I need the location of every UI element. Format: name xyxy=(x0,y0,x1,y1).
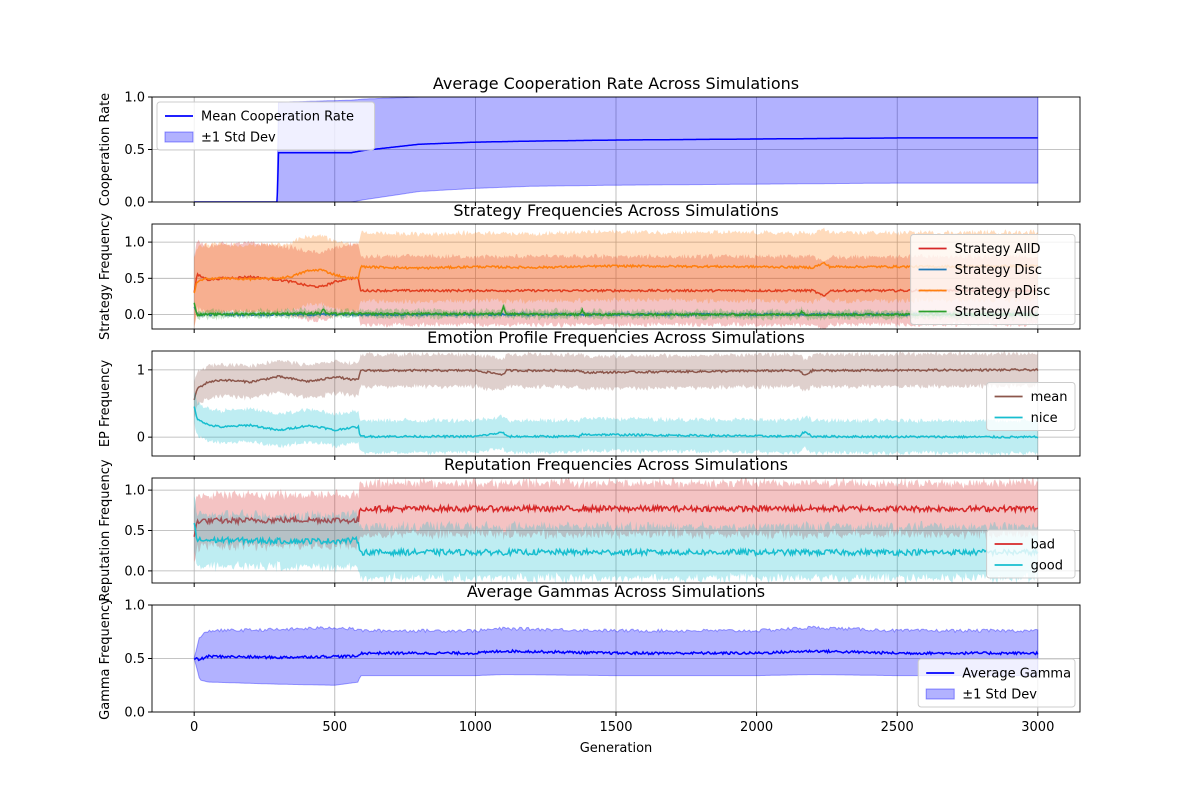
panel-0: 0.0 0.5 1.0 Average Cooperation Rate Across… xyxy=(98,74,1081,211)
series-line xyxy=(193,406,1039,440)
y-axis-label: Gamma Frequency xyxy=(98,597,113,720)
legend-label: ±1 Std Dev xyxy=(962,688,1037,703)
y-tick-label: 1.0 xyxy=(124,599,145,614)
plot-area xyxy=(194,97,1039,202)
x-tick-label: 1500 xyxy=(599,720,632,735)
y-tick-label: 0 xyxy=(137,431,145,446)
series-line xyxy=(193,503,1039,537)
y-tick-label: 0.0 xyxy=(124,706,145,721)
legend: Average Gamma ±1 Std Dev xyxy=(917,658,1076,708)
panel-4: 0.0 0.5 1.0 0 500 1000 1500 2000 2500 3000 Average… xyxy=(98,582,1081,735)
x-tick-label: 2500 xyxy=(881,720,914,735)
panel-title: Reputation Frequencies Across Simulation… xyxy=(444,455,788,474)
std-band xyxy=(194,306,1038,320)
panel-title: Average Cooperation Rate Across Simulati… xyxy=(433,74,799,93)
legend-box xyxy=(986,382,1076,431)
legend-box xyxy=(156,101,376,151)
legend-label: nice xyxy=(1031,411,1058,426)
legend-label: Mean Cooperation Rate xyxy=(201,110,354,125)
x-tick-label: 0 xyxy=(190,720,198,735)
std-band xyxy=(194,227,1038,329)
legend-box xyxy=(917,658,1076,708)
y-tick-label: 0.5 xyxy=(124,272,145,287)
y-axis-label: Strategy Frequency xyxy=(98,213,113,340)
series-line xyxy=(194,137,1038,202)
legend: mean nice xyxy=(986,382,1076,431)
plot-area xyxy=(193,227,1039,329)
y-tick-label: 0.0 xyxy=(124,564,145,579)
panel-title: Emotion Profile Frequencies Across Simul… xyxy=(427,328,805,347)
y-axis-label: EP Frequency xyxy=(98,360,113,448)
std-band xyxy=(194,239,1038,329)
legend: Mean Cooperation Rate ±1 Std Dev xyxy=(156,101,376,151)
y-axis-label: Cooperation Rate xyxy=(98,93,113,206)
legend-box xyxy=(910,234,1076,325)
std-band xyxy=(194,495,1038,583)
legend-label: bad xyxy=(1031,538,1055,553)
legend-label: Average Gamma xyxy=(962,667,1071,682)
std-band xyxy=(194,351,1038,419)
legend-label: good xyxy=(1031,559,1063,574)
legend-swatch xyxy=(164,131,194,143)
x-axis-label: Generation xyxy=(580,741,653,756)
y-axis-label: Reputation Frequency xyxy=(98,459,113,602)
series-line xyxy=(193,261,1038,294)
legend-label: Strategy pDisc xyxy=(955,284,1051,299)
series-line xyxy=(193,302,1039,318)
std-band xyxy=(194,97,1039,202)
plot-area xyxy=(193,478,1039,583)
y-tick-label: 1.0 xyxy=(124,91,145,106)
series-line xyxy=(194,648,1039,662)
std-band xyxy=(194,392,1038,456)
legend-label: mean xyxy=(1031,390,1068,405)
series-line xyxy=(193,367,1039,401)
legend-box xyxy=(986,529,1076,579)
legend-swatch xyxy=(925,688,955,700)
panel-2: 0 1 Emotion Profile Frequencies Across Sim… xyxy=(98,328,1081,460)
legend: Strategy AllD Strategy Disc Strategy pDisc… xyxy=(910,234,1076,325)
y-tick-label: 0.5 xyxy=(124,143,145,158)
y-tick-label: 1.0 xyxy=(124,484,145,499)
std-band xyxy=(194,300,1038,322)
x-tick-label: 2000 xyxy=(740,720,773,735)
y-tick-label: 0.0 xyxy=(124,308,145,323)
panel-title: Average Gammas Across Simulations xyxy=(467,582,765,601)
y-tick-label: 1 xyxy=(137,363,145,378)
legend-label: Strategy Disc xyxy=(955,263,1042,278)
panel-3: 0.0 0.5 1.0 Reputation Frequencies Across S… xyxy=(98,455,1081,602)
legend-label: ±1 Std Dev xyxy=(201,131,276,146)
series-line xyxy=(193,522,1039,558)
x-tick-label: 3000 xyxy=(1021,720,1054,735)
legend-label: Strategy AllC xyxy=(955,305,1040,320)
plot-area xyxy=(193,351,1039,456)
x-tick-label: 500 xyxy=(322,720,347,735)
x-tick-label: 1000 xyxy=(459,720,492,735)
panel-title: Strategy Frequencies Across Simulations xyxy=(453,201,778,220)
series-line xyxy=(193,272,1038,297)
std-band xyxy=(194,478,1038,563)
y-tick-label: 0.0 xyxy=(124,196,145,211)
y-tick-label: 1.0 xyxy=(124,236,145,251)
y-tick-label: 0.5 xyxy=(124,524,145,539)
legend-label: Strategy AllD xyxy=(955,242,1041,257)
y-tick-label: 0.5 xyxy=(124,652,145,667)
panel-1: 0.0 0.5 1.0 Strategy Frequencies Across Sim… xyxy=(98,201,1081,340)
legend: bad good xyxy=(986,529,1076,579)
